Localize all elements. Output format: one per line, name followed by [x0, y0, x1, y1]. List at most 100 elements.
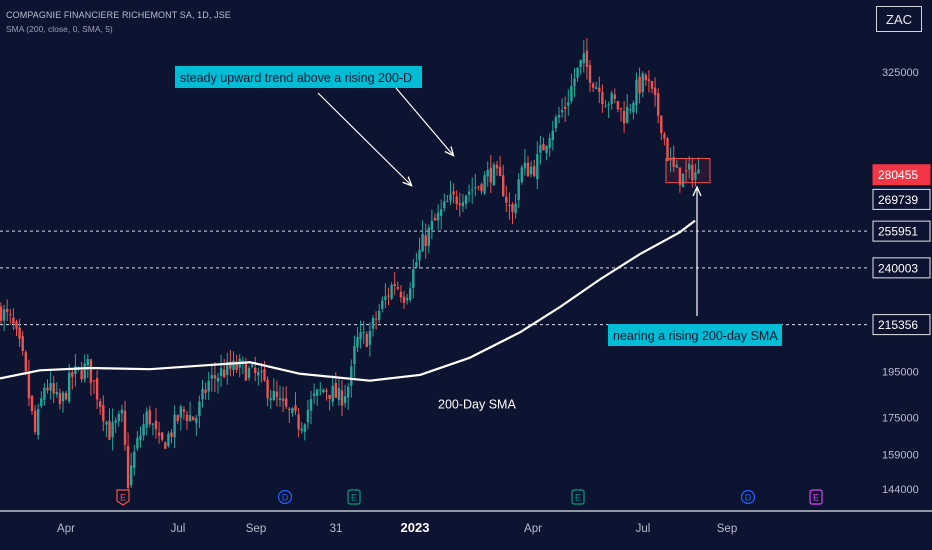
event-marker[interactable]: E: [116, 489, 130, 506]
candle-body: [430, 220, 434, 230]
price-tag[interactable]: 255951: [872, 220, 931, 242]
candle-body: [30, 395, 34, 411]
event-marker[interactable]: E: [347, 489, 361, 505]
candle-body: [300, 428, 303, 431]
candle-body: [201, 388, 204, 400]
candle: [557, 106, 561, 124]
candle-body: [288, 408, 291, 410]
candle: [365, 331, 368, 348]
candle: [650, 80, 654, 94]
candle: [622, 101, 626, 133]
candle: [371, 314, 375, 337]
candle-body: [6, 308, 9, 313]
candle: [396, 281, 399, 291]
candle-body: [536, 154, 539, 180]
candle: [111, 408, 114, 451]
candle: [319, 382, 322, 396]
candle-body: [52, 383, 55, 394]
candle-body: [269, 398, 272, 401]
candle: [145, 407, 148, 436]
candle: [37, 403, 40, 440]
event-marker[interactable]: E: [571, 489, 585, 505]
candle-body: [626, 107, 629, 123]
candle-body: [55, 391, 58, 395]
candle-body: [678, 167, 682, 185]
candle-body: [0, 306, 3, 321]
candle-body: [27, 372, 31, 399]
annotation-uptrend: steady upward trend above a rising 200-D: [175, 66, 453, 185]
candle: [117, 410, 120, 427]
x-tick-label: 31: [330, 523, 343, 535]
candle: [105, 420, 108, 438]
event-marker[interactable]: D: [277, 489, 293, 505]
candle-body: [207, 381, 210, 392]
candle: [374, 311, 378, 330]
candle: [6, 299, 9, 322]
candle: [443, 193, 446, 212]
candle-body: [99, 401, 102, 407]
candle: [669, 147, 672, 173]
candle: [626, 94, 629, 124]
candle: [2, 304, 6, 331]
candle-body: [21, 336, 24, 352]
candle: [666, 136, 669, 162]
x-tick-label: Jul: [636, 523, 651, 535]
candle-body: [564, 106, 567, 110]
candle: [607, 101, 610, 118]
candle-body: [241, 360, 244, 362]
candle-body: [254, 367, 257, 373]
x-tick-label: Sep: [246, 523, 266, 535]
candle-body: [554, 116, 558, 129]
candle: [353, 335, 356, 378]
candle: [226, 352, 229, 385]
candle: [536, 141, 539, 190]
candle: [595, 81, 598, 90]
price-tag-bg: [872, 188, 931, 210]
candle-body: [368, 330, 372, 345]
candle-body: [576, 67, 579, 78]
event-marker[interactable]: D: [740, 489, 756, 505]
candle-body: [632, 102, 635, 113]
candle: [378, 303, 381, 324]
candle: [337, 379, 341, 406]
candle: [219, 354, 223, 387]
candle: [474, 173, 477, 197]
candle-body: [350, 366, 353, 386]
candle-body: [421, 234, 424, 252]
study-legend: SMA (200, close, 0, SMA, 5): [6, 24, 113, 34]
candle-body: [154, 420, 158, 430]
event-marker-letter: E: [351, 493, 357, 503]
price-tag[interactable]: 215356: [872, 314, 931, 336]
candle-body: [601, 92, 604, 105]
x-tick-label: Sep: [717, 523, 737, 535]
price-tag-bg: [872, 314, 931, 336]
candle-body: [511, 204, 514, 212]
candle: [33, 404, 37, 435]
price-tag[interactable]: 240003: [872, 257, 931, 279]
candle: [207, 371, 210, 401]
event-marker[interactable]: E: [809, 489, 823, 505]
candle-body: [312, 393, 316, 396]
candle-body: [216, 377, 220, 382]
candle-body: [660, 115, 663, 134]
candle: [92, 379, 96, 394]
price-tag[interactable]: 269739: [872, 188, 931, 210]
price-tag[interactable]: 280455: [872, 164, 931, 186]
candle: [399, 285, 403, 303]
candle-body: [595, 87, 598, 90]
candle: [455, 190, 458, 210]
candle-body: [157, 432, 161, 436]
currency-button[interactable]: ZAC: [876, 6, 922, 32]
candle-body: [9, 314, 12, 316]
candle: [244, 357, 248, 381]
candle-body: [560, 110, 564, 113]
candle: [520, 164, 523, 185]
candle: [12, 308, 15, 330]
candle: [173, 405, 176, 449]
candle: [71, 370, 74, 390]
candle: [294, 392, 297, 415]
candle-body: [244, 363, 248, 381]
candle-body: [223, 369, 226, 377]
